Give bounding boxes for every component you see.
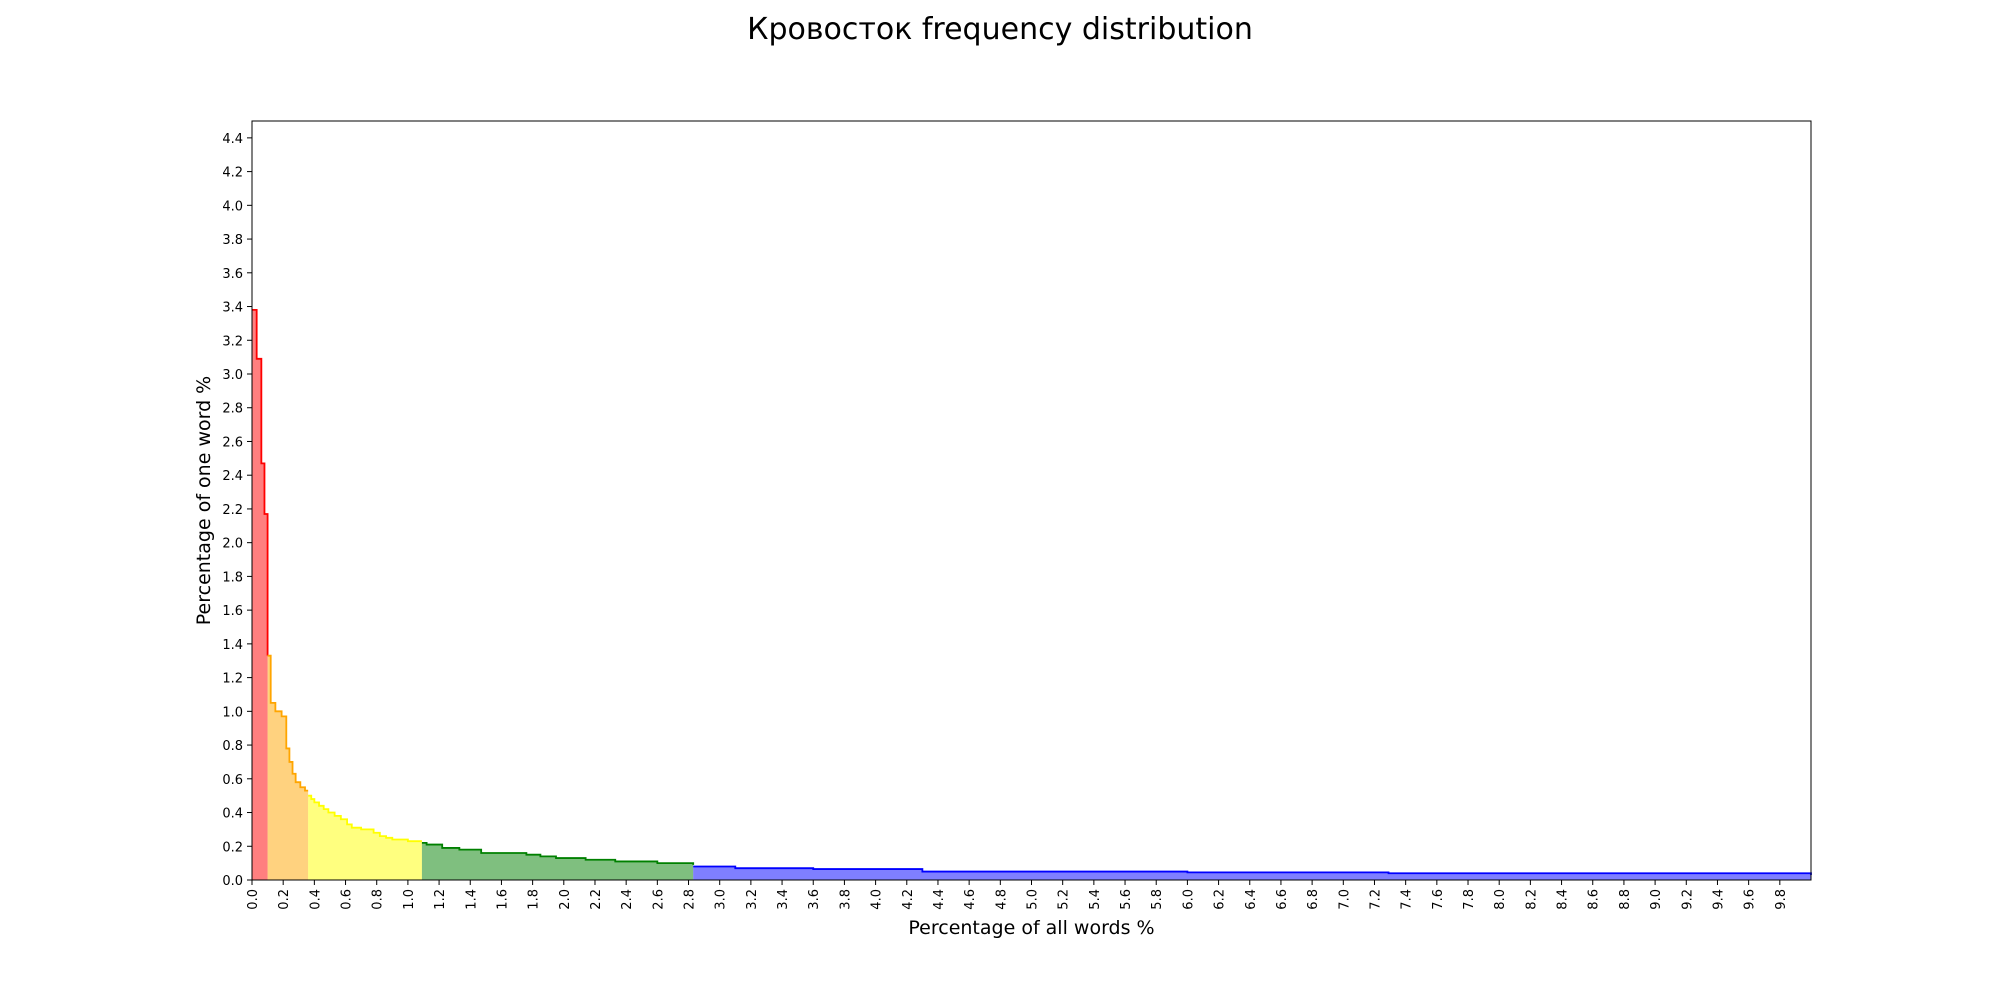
- y-tick-label: 1.6: [222, 604, 243, 619]
- y-tick-label: 1.8: [222, 570, 243, 585]
- x-tick-label: 3.0: [714, 889, 729, 910]
- x-tick-label: 6.4: [1244, 889, 1259, 910]
- y-tick-label: 4.0: [222, 199, 243, 214]
- series-3-line: [421, 841, 695, 865]
- y-tick-label: 4.4: [222, 132, 243, 147]
- x-tick-label: 9.6: [1743, 889, 1758, 910]
- x-tick-label: 1.0: [402, 889, 417, 910]
- y-tick-label: 3.6: [222, 267, 243, 282]
- y-tick-label: 2.2: [222, 503, 243, 518]
- x-tick-label: 0.8: [371, 889, 386, 910]
- x-tick-label: 3.8: [838, 889, 853, 910]
- y-tick-label: 3.8: [222, 233, 243, 248]
- x-tick-label: 8.6: [1587, 889, 1602, 910]
- x-tick-label: 4.2: [901, 889, 916, 910]
- y-tick-label: 0.8: [222, 739, 243, 754]
- y-tick-label: 3.4: [222, 301, 243, 316]
- x-tick-label: 3.2: [745, 889, 760, 910]
- x-tick-label: 1.8: [527, 889, 542, 910]
- x-tick-label: 1.2: [433, 889, 448, 910]
- x-tick-label: 4.8: [994, 889, 1009, 910]
- y-tick-label: 3.2: [222, 334, 243, 349]
- x-tick-label: 1.4: [464, 889, 479, 910]
- chart-title: Кровосток frequency distribution: [747, 12, 1253, 47]
- x-tick-label: 3.4: [776, 889, 791, 910]
- y-tick-label: 2.4: [222, 469, 243, 484]
- y-axis: 0.0 0.2 0.4 0.6 0.8 1.0 1.2 1.4 1.6 1.8 2.0 2.2 2.4 2…: [222, 132, 252, 889]
- x-tick-label: 6.6: [1275, 889, 1290, 910]
- x-tick-label: 5.2: [1057, 889, 1072, 910]
- x-tick-label: 1.6: [495, 889, 510, 910]
- x-tick-label: 7.4: [1400, 889, 1415, 910]
- y-tick-label: 0.2: [222, 840, 243, 855]
- x-tick-label: 0.2: [277, 889, 292, 910]
- series-1-area: [267, 655, 309, 880]
- y-tick-label: 0.4: [222, 807, 243, 822]
- x-tick-label: 3.6: [807, 889, 822, 910]
- y-tick-label: 3.0: [222, 368, 243, 383]
- x-axis-label: Percentage of all words %: [908, 917, 1154, 939]
- x-tick-label: 4.6: [963, 889, 978, 910]
- x-tick-label: 4.4: [932, 889, 947, 910]
- x-tick-label: 9.8: [1774, 889, 1789, 910]
- x-tick-label: 2.2: [589, 889, 604, 910]
- y-tick-label: 1.4: [222, 638, 243, 653]
- x-tick-label: 5.6: [1119, 889, 1134, 910]
- x-tick-label: 8.4: [1556, 889, 1571, 910]
- x-tick-label: 6.0: [1181, 889, 1196, 910]
- plot-frame: [251, 120, 1812, 881]
- x-tick-label: 9.2: [1680, 889, 1695, 910]
- y-tick-label: 1.0: [222, 705, 243, 720]
- x-tick-label: 7.8: [1462, 889, 1477, 910]
- series-3-area: [421, 842, 694, 880]
- x-tick-label: 0.4: [308, 889, 323, 910]
- x-tick-label: 2.8: [683, 889, 698, 910]
- x-tick-label: 9.0: [1649, 889, 1664, 910]
- x-tick-label: 7.2: [1368, 889, 1383, 910]
- x-tick-label: 6.2: [1213, 889, 1228, 910]
- series-0-area: [252, 309, 268, 880]
- y-tick-label: 2.0: [222, 537, 243, 552]
- series-layer: [252, 309, 1812, 880]
- x-tick-label: 7.0: [1337, 889, 1352, 910]
- x-tick-label: 5.4: [1088, 889, 1103, 910]
- x-tick-label: 9.4: [1711, 889, 1726, 910]
- x-tick-label: 0.6: [340, 889, 355, 910]
- x-tick-label: 5.0: [1026, 889, 1041, 910]
- x-tick-label: 7.6: [1431, 889, 1446, 910]
- x-tick-label: 6.8: [1306, 889, 1321, 910]
- x-tick-label: 2.4: [620, 889, 635, 910]
- y-tick-label: 4.2: [222, 166, 243, 181]
- series-0-line: [252, 309, 269, 656]
- x-tick-label: 0.0: [246, 889, 261, 910]
- series-1-line: [267, 654, 309, 792]
- y-tick-label: 1.2: [222, 672, 243, 687]
- x-tick-label: 8.8: [1618, 889, 1633, 910]
- y-tick-label: 2.6: [222, 435, 243, 450]
- y-tick-label: 0.6: [222, 773, 243, 788]
- x-tick-label: 8.2: [1524, 889, 1539, 910]
- y-tick-label: 0.0: [222, 874, 243, 889]
- x-tick-label: 5.8: [1150, 889, 1165, 910]
- y-tick-label: 2.8: [222, 402, 243, 417]
- x-tick-label: 2.6: [651, 889, 666, 910]
- x-tick-label: 2.0: [558, 889, 573, 910]
- series-4-line: [693, 865, 1812, 875]
- x-tick-label: 8.0: [1493, 889, 1508, 910]
- x-axis: 0.0 0.2 0.4 0.6 0.8 1.0 1.2 1.4 1.6 1.8 2.0 2.2 2.4 2…: [246, 880, 1789, 910]
- series-2-line: [308, 794, 422, 843]
- x-tick-label: 4.0: [870, 889, 885, 910]
- y-axis-label: Percentage of one word %: [193, 376, 215, 625]
